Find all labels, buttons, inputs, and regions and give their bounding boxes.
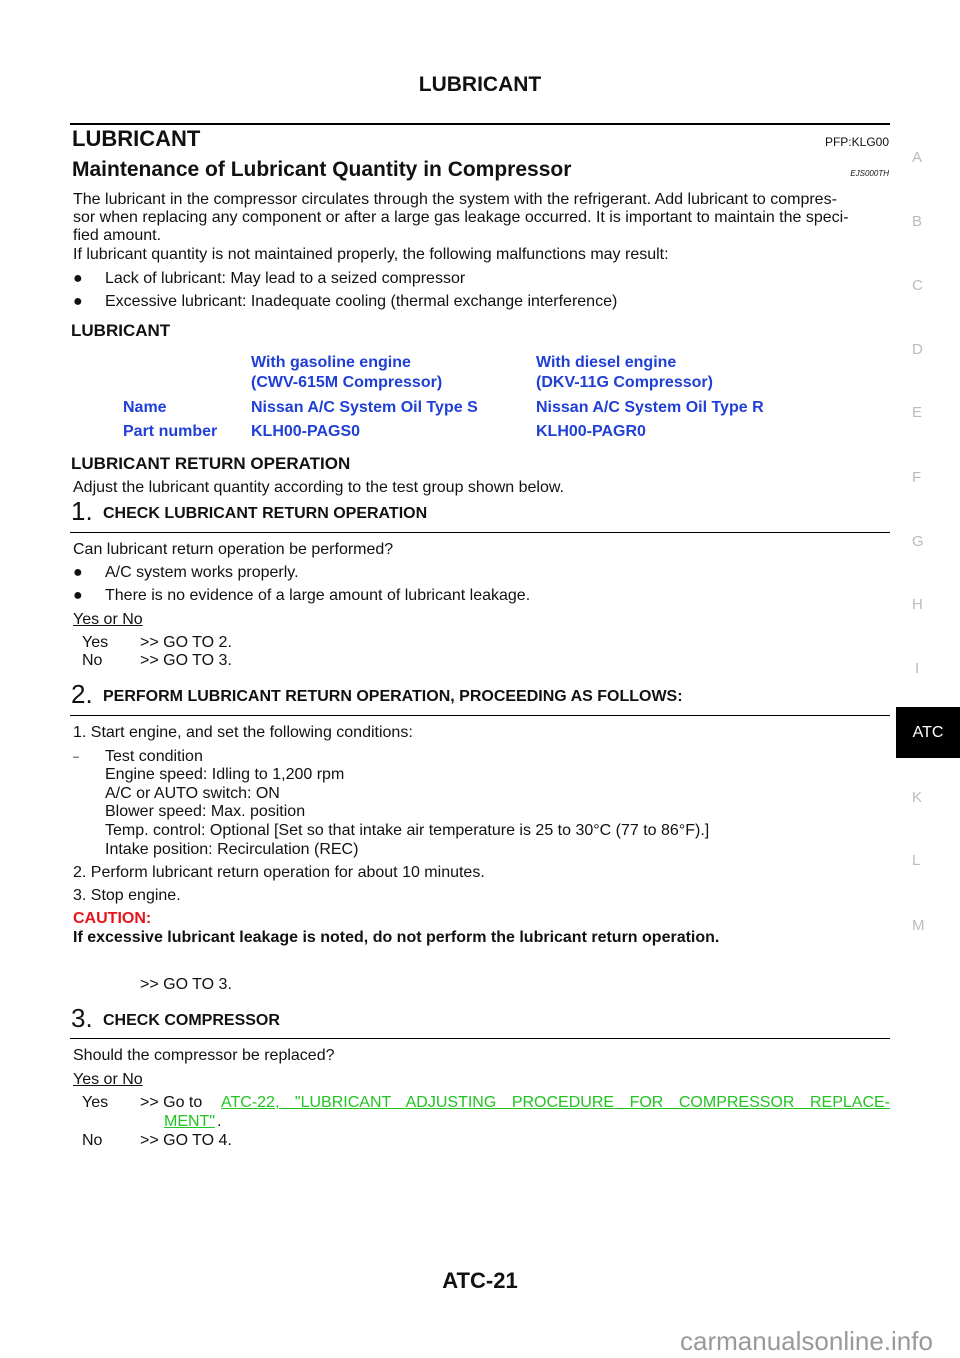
step-action: >> GO TO 3. [140, 976, 232, 993]
return-heading: LUBRICANT RETURN OPERATION [71, 454, 351, 473]
bullet-text: There is no evidence of a large amount o… [105, 587, 531, 604]
step-number: 3. [71, 1003, 93, 1033]
procedure-link[interactable]: ATC-22, "LUBRICANT ADJUSTING PROCEDURE F… [221, 1094, 890, 1111]
side-tab-c[interactable]: C [912, 277, 923, 294]
question: Should the compressor be replaced? [73, 1047, 335, 1064]
dash-icon: – [73, 751, 80, 763]
table-cell: Nissan A/C System Oil Type R [536, 399, 764, 416]
table-header: With gasoline engine [251, 354, 411, 371]
side-tab-h[interactable]: H [912, 596, 923, 613]
yes-action: >> Go to [140, 1094, 203, 1111]
page-number: ATC-21 [442, 1268, 518, 1293]
bullet-icon: ● [73, 270, 83, 287]
no-action: >> GO TO 4. [140, 1132, 232, 1149]
side-tab-d[interactable]: D [912, 341, 923, 358]
bullet-text: A/C system works properly. [105, 564, 299, 581]
side-tab-e[interactable]: E [912, 404, 923, 421]
page-header: LUBRICANT [418, 73, 542, 96]
intro-line: The lubricant in the compressor circulat… [73, 191, 837, 208]
side-tab-i[interactable]: I [915, 660, 920, 677]
caution-text: If excessive lubricant leakage is noted,… [73, 929, 720, 946]
table-row-label: Part number [123, 423, 218, 440]
condition: Temp. control: Optional [Set so that int… [105, 822, 710, 839]
bullet-icon: ● [73, 564, 83, 581]
link-end: . [217, 1113, 222, 1130]
subsection-title: Maintenance of Lubricant Quantity in Com… [72, 158, 572, 181]
header-rule [70, 123, 890, 125]
side-tab-g[interactable]: G [912, 533, 924, 550]
intro-line: sor when replacing any component or afte… [73, 209, 849, 226]
bullet-icon: ● [73, 587, 83, 604]
table-row-label: Name [123, 399, 167, 416]
condition: Engine speed: Idling to 1,200 rpm [105, 766, 345, 783]
no-label: No [82, 1132, 103, 1149]
yes-action: >> GO TO 2. [140, 634, 232, 651]
table-header: (DKV-11G Compressor) [536, 374, 713, 391]
table-cell: KLH00-PAGR0 [536, 423, 646, 440]
table-cell: Nissan A/C System Oil Type S [251, 399, 478, 416]
step-rule [70, 715, 890, 716]
step-rule [70, 532, 890, 533]
side-tab-f[interactable]: F [912, 469, 922, 486]
side-tab-k[interactable]: K [912, 789, 923, 806]
procedure-link-continued[interactable]: MENT" [164, 1113, 216, 1130]
step-title: PERFORM LUBRICANT RETURN OPERATION, PROC… [103, 688, 683, 705]
no-label: No [82, 652, 103, 669]
table-header: With diesel engine [536, 354, 677, 371]
step-item: 1. Start engine, and set the following c… [73, 724, 413, 741]
caution-label: CAUTION: [73, 910, 152, 927]
step-number: 2. [71, 679, 93, 709]
side-tab-a[interactable]: A [912, 149, 923, 166]
intro-line: If lubricant quantity is not maintained … [73, 246, 669, 263]
side-tab-l[interactable]: L [912, 852, 921, 869]
side-tab-b[interactable]: B [912, 213, 923, 230]
table-cell: KLH00-PAGS0 [251, 423, 361, 440]
yes-or-no-label: Yes or No [73, 1071, 143, 1088]
return-intro: Adjust the lubricant quantity according … [73, 479, 564, 496]
intro-line: fied amount. [73, 227, 162, 244]
question: Can lubricant return operation be perfor… [73, 541, 394, 558]
bullet-icon: ● [73, 293, 83, 310]
watermark: carmanualsonline.info [680, 1326, 933, 1356]
step-title: CHECK COMPRESSOR [103, 1012, 280, 1029]
no-action: >> GO TO 3. [140, 652, 232, 669]
yes-or-no-label: Yes or No [73, 611, 143, 628]
table-header: (CWV-615M Compressor) [251, 374, 443, 391]
side-tab-atc-active[interactable]: ATC [896, 707, 960, 758]
condition: Intake position: Recirculation (REC) [105, 841, 359, 858]
step-item: 2. Perform lubricant return operation fo… [73, 864, 485, 881]
bullet-text: Lack of lubricant: May lead to a seized … [105, 270, 466, 287]
bullet-text: Excessive lubricant: Inadequate cooling … [105, 293, 618, 310]
lubricant-heading: LUBRICANT [71, 321, 171, 340]
condition: Test condition [105, 748, 203, 765]
subsection-code: EJS000TH [850, 169, 889, 178]
step-number: 1. [71, 496, 93, 526]
section-code: PFP:KLG00 [824, 135, 889, 149]
condition: Blower speed: Max. position [105, 803, 306, 820]
side-tab-m[interactable]: M [912, 917, 925, 934]
step-rule [70, 1038, 890, 1039]
section-title: LUBRICANT [72, 126, 201, 151]
step-item: 3. Stop engine. [73, 887, 181, 904]
condition: A/C or AUTO switch: ON [105, 785, 280, 802]
yes-label: Yes [82, 1094, 109, 1111]
step-title: CHECK LUBRICANT RETURN OPERATION [103, 505, 428, 522]
yes-label: Yes [82, 634, 109, 651]
